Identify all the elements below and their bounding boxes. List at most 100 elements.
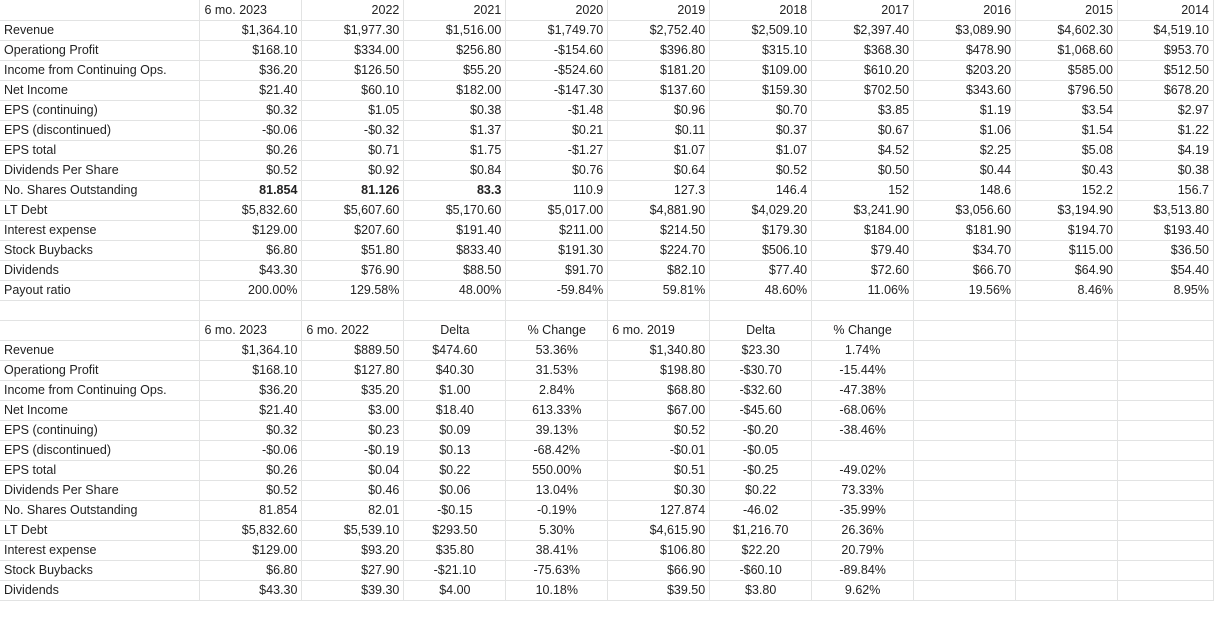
row-label-cell[interactable]: Income from Continuing Ops. xyxy=(0,60,201,81)
row-label-cell[interactable]: Interest expense xyxy=(0,220,201,241)
cell[interactable]: $168.10 xyxy=(199,360,303,381)
cell[interactable]: $0.04 xyxy=(301,460,405,481)
cell[interactable]: $137.60 xyxy=(607,80,711,101)
cell[interactable]: $3,513.80 xyxy=(1117,200,1214,221)
row-label-cell[interactable]: Interest expense xyxy=(0,540,201,561)
cell[interactable]: 39.13% xyxy=(505,420,609,441)
cell[interactable]: -89.84% xyxy=(811,560,915,581)
cell[interactable]: -35.99% xyxy=(811,500,915,521)
cell[interactable]: 2016 xyxy=(913,0,1017,21)
cell[interactable]: $474.60 xyxy=(403,340,507,361)
cell[interactable]: $396.80 xyxy=(607,40,711,61)
row-label-cell[interactable]: Payout ratio xyxy=(0,280,201,301)
cell[interactable]: $0.70 xyxy=(709,100,813,121)
cell[interactable] xyxy=(1117,380,1214,401)
cell[interactable]: $64.90 xyxy=(1015,260,1118,281)
cell[interactable] xyxy=(1117,440,1214,461)
cell[interactable]: -$0.32 xyxy=(301,120,405,141)
row-label-cell[interactable]: LT Debt xyxy=(0,200,201,221)
cell[interactable]: $3,194.90 xyxy=(1015,200,1118,221)
cell[interactable]: -$21.10 xyxy=(403,560,507,581)
cell[interactable]: $0.44 xyxy=(913,160,1017,181)
cell[interactable]: $82.10 xyxy=(607,260,711,281)
cell[interactable]: $1,977.30 xyxy=(301,20,405,41)
cell[interactable]: 8.46% xyxy=(1015,280,1118,301)
cell[interactable]: Delta xyxy=(403,320,507,341)
cell[interactable]: $1,749.70 xyxy=(505,20,609,41)
cell[interactable]: $27.90 xyxy=(301,560,405,581)
row-label-cell[interactable] xyxy=(0,300,201,321)
cell[interactable] xyxy=(1015,300,1118,321)
cell[interactable]: $91.70 xyxy=(505,260,609,281)
cell[interactable]: $0.26 xyxy=(199,460,303,481)
cell[interactable]: $585.00 xyxy=(1015,60,1118,81)
cell[interactable]: $1.06 xyxy=(913,120,1017,141)
cell[interactable]: 146.4 xyxy=(709,180,813,201)
cell[interactable]: -15.44% xyxy=(811,360,915,381)
cell[interactable]: $4.52 xyxy=(811,140,915,161)
cell[interactable]: 48.00% xyxy=(403,280,507,301)
cell[interactable]: -68.42% xyxy=(505,440,609,461)
cell[interactable]: $343.60 xyxy=(913,80,1017,101)
row-label-cell[interactable]: No. Shares Outstanding xyxy=(0,500,201,521)
row-label-cell[interactable]: Dividends Per Share xyxy=(0,480,201,501)
cell[interactable]: $796.50 xyxy=(1015,80,1118,101)
cell[interactable]: 1.74% xyxy=(811,340,915,361)
cell[interactable]: $184.00 xyxy=(811,220,915,241)
cell[interactable]: $4,029.20 xyxy=(709,200,813,221)
cell[interactable] xyxy=(1117,320,1214,341)
cell[interactable]: $79.40 xyxy=(811,240,915,261)
cell[interactable]: $159.30 xyxy=(709,80,813,101)
cell[interactable]: 6 mo. 2023 xyxy=(199,0,303,21)
cell[interactable]: $0.46 xyxy=(301,480,405,501)
cell[interactable]: $2,397.40 xyxy=(811,20,915,41)
cell[interactable]: -75.63% xyxy=(505,560,609,581)
cell[interactable]: $702.50 xyxy=(811,80,915,101)
cell[interactable]: $88.50 xyxy=(403,260,507,281)
cell[interactable]: $0.64 xyxy=(607,160,711,181)
cell[interactable] xyxy=(1117,400,1214,421)
cell[interactable]: -$60.10 xyxy=(709,560,813,581)
cell[interactable]: $0.52 xyxy=(607,420,711,441)
cell[interactable]: -$0.20 xyxy=(709,420,813,441)
cell[interactable] xyxy=(1117,540,1214,561)
cell[interactable]: $4,615.90 xyxy=(607,520,711,541)
cell[interactable]: $4.00 xyxy=(403,580,507,601)
cell[interactable]: $0.38 xyxy=(403,100,507,121)
spreadsheet-grid[interactable]: 6 mo. 2023 2022 2021 2020 2019 2018 2017 2016 20… xyxy=(0,0,1214,601)
cell[interactable]: $43.30 xyxy=(199,580,303,601)
cell[interactable]: $55.20 xyxy=(403,60,507,81)
cell[interactable] xyxy=(1015,440,1118,461)
cell[interactable]: 2014 xyxy=(1117,0,1214,21)
cell[interactable]: 81.854 xyxy=(199,180,303,201)
cell[interactable]: $0.06 xyxy=(403,480,507,501)
cell[interactable]: $35.20 xyxy=(301,380,405,401)
cell[interactable]: $67.00 xyxy=(607,400,711,421)
cell[interactable]: 48.60% xyxy=(709,280,813,301)
cell[interactable]: $1.19 xyxy=(913,100,1017,121)
cell[interactable]: $207.60 xyxy=(301,220,405,241)
cell[interactable]: $60.10 xyxy=(301,80,405,101)
cell[interactable]: 2022 xyxy=(301,0,405,21)
cell[interactable]: $40.30 xyxy=(403,360,507,381)
row-label-cell[interactable]: EPS (continuing) xyxy=(0,100,201,121)
cell[interactable]: $193.40 xyxy=(1117,220,1214,241)
cell[interactable] xyxy=(913,380,1017,401)
cell[interactable]: $1.22 xyxy=(1117,120,1214,141)
cell[interactable]: 11.06% xyxy=(811,280,915,301)
cell[interactable]: $3,056.60 xyxy=(913,200,1017,221)
cell[interactable]: $2.25 xyxy=(913,140,1017,161)
cell[interactable]: 26.36% xyxy=(811,520,915,541)
cell[interactable]: 13.04% xyxy=(505,480,609,501)
cell[interactable]: 53.36% xyxy=(505,340,609,361)
cell[interactable]: % Change xyxy=(505,320,609,341)
cell[interactable]: $5,607.60 xyxy=(301,200,405,221)
cell[interactable]: -$0.06 xyxy=(199,120,303,141)
cell[interactable]: -$1.48 xyxy=(505,100,609,121)
cell[interactable]: $1,364.10 xyxy=(199,340,303,361)
cell[interactable]: $5.08 xyxy=(1015,140,1118,161)
cell[interactable] xyxy=(1117,480,1214,501)
cell[interactable]: -$32.60 xyxy=(709,380,813,401)
cell[interactable] xyxy=(1117,520,1214,541)
row-label-cell[interactable]: Stock Buybacks xyxy=(0,560,201,581)
